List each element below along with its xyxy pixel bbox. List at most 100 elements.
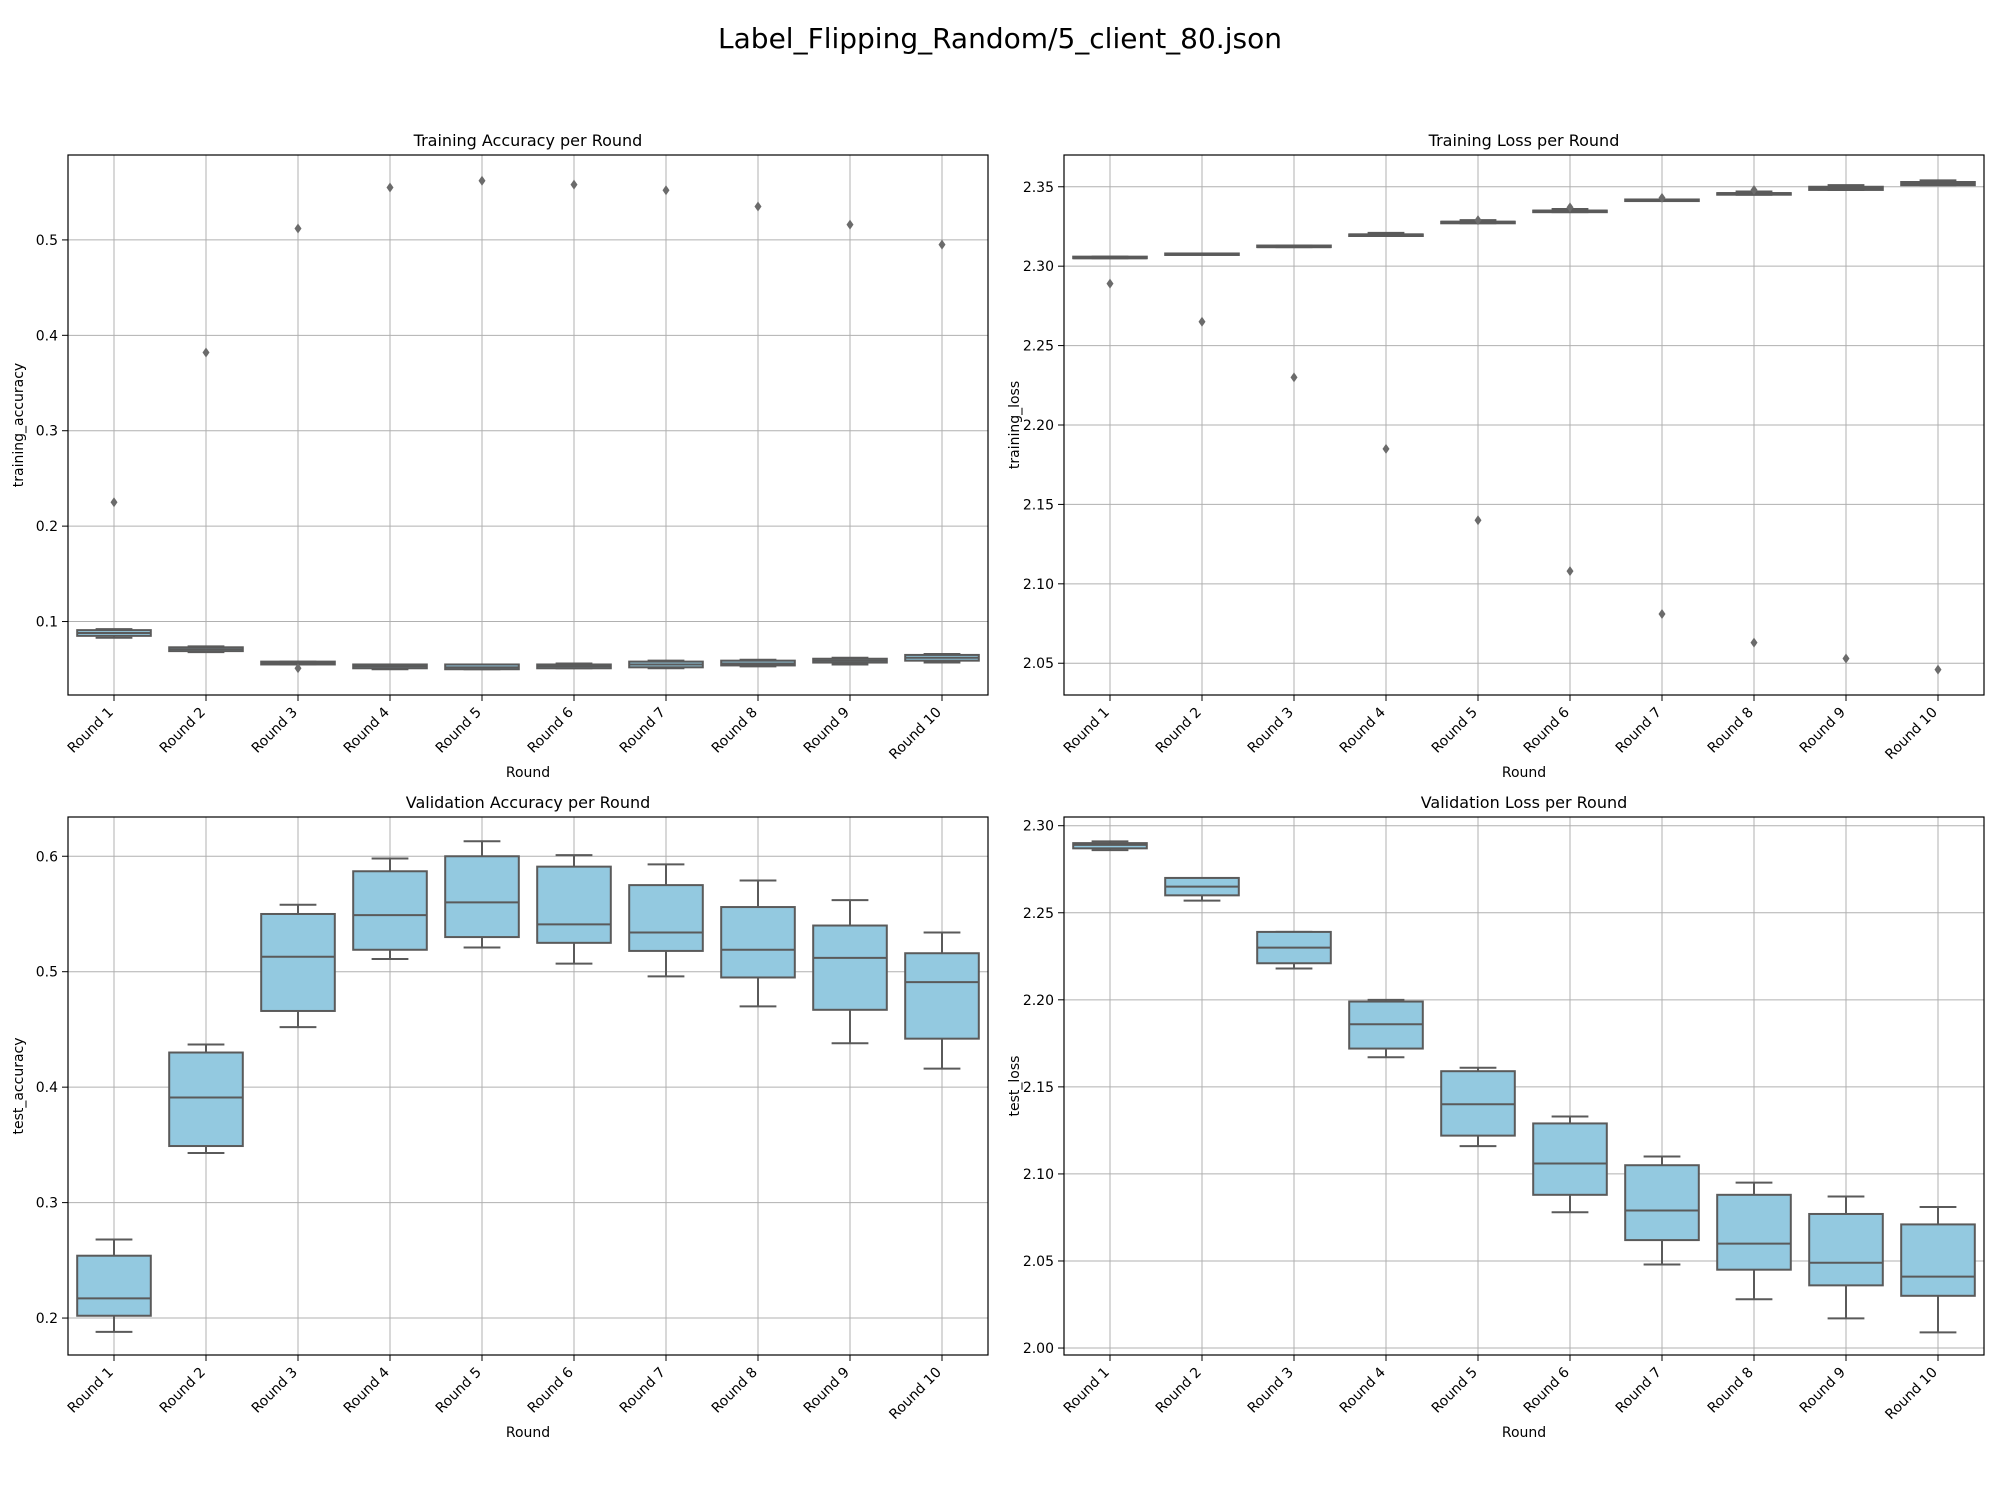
x-tick-label: Round 2 — [1153, 1365, 1205, 1417]
y-axis-label: training_loss — [1007, 381, 1023, 469]
x-tick-label: Round 8 — [709, 1365, 761, 1417]
outlier-marker — [1474, 515, 1482, 526]
x-tick-label: Round 1 — [1061, 1365, 1113, 1417]
box-2 — [1164, 876, 1240, 902]
box-1 — [76, 1238, 152, 1333]
box-1 — [1072, 840, 1148, 852]
x-tick-label: Round 1 — [1061, 705, 1113, 757]
box-iqr — [904, 952, 980, 1040]
x-tick-label: Round 6 — [525, 1364, 577, 1416]
box-6 — [536, 179, 612, 670]
x-tick-label: Round 10 — [1882, 705, 1940, 763]
y-tick-label: 0.5 — [36, 965, 58, 981]
x-tick-label: Round 3 — [249, 705, 301, 757]
box-iqr — [260, 912, 336, 1012]
outlier-marker — [846, 219, 854, 230]
outlier-marker — [1566, 566, 1574, 577]
box-iqr — [720, 906, 796, 979]
x-tick-label: Round 6 — [1521, 704, 1573, 756]
outlier-marker — [478, 175, 486, 186]
outlier-marker — [1198, 316, 1206, 327]
box-3 — [260, 223, 336, 674]
box-8 — [1716, 1181, 1792, 1301]
box-3 — [1256, 244, 1332, 383]
box-9 — [812, 899, 888, 1045]
x-tick-label: Round 7 — [617, 705, 669, 757]
box-5 — [444, 175, 520, 671]
x-tick-label: Round 4 — [341, 1364, 393, 1416]
outlier-marker — [294, 223, 302, 234]
box-2 — [1164, 252, 1240, 327]
x-tick-label: Round 3 — [249, 1365, 301, 1417]
box-4 — [1348, 231, 1424, 454]
outlier-marker — [1106, 278, 1114, 289]
y-axis-label: test_loss — [1007, 1056, 1023, 1117]
box-7 — [1624, 192, 1700, 619]
box-iqr — [1900, 1223, 1976, 1297]
outlier-marker — [202, 347, 210, 358]
box-1 — [1072, 255, 1148, 289]
y-tick-label: 0.4 — [36, 328, 58, 344]
y-tick-label: 0.3 — [36, 1196, 58, 1212]
y-tick-label: 0.6 — [36, 849, 58, 865]
x-tick-label: Round 4 — [341, 704, 393, 756]
box-iqr — [76, 1254, 152, 1317]
outlier-marker — [1382, 443, 1390, 454]
axes-frame — [1063, 816, 1985, 1356]
box-8 — [720, 879, 796, 1008]
outlier-marker — [294, 663, 302, 674]
box-9 — [1808, 184, 1884, 664]
subplot-title: Training Accuracy per Round — [413, 131, 643, 150]
y-tick-label: 2.10 — [1023, 1167, 1054, 1183]
outlier-marker — [386, 182, 394, 193]
y-tick-label: 0.2 — [36, 1311, 58, 1327]
box-4 — [352, 182, 428, 671]
box-3 — [260, 903, 336, 1029]
box-5 — [1440, 215, 1516, 526]
y-tick-label: 2.25 — [1023, 906, 1054, 922]
box-8 — [720, 201, 796, 668]
box-2 — [168, 1043, 244, 1154]
box-10 — [904, 931, 980, 1070]
outlier-marker — [754, 201, 762, 212]
y-tick-label: 0.4 — [36, 1080, 58, 1096]
x-axis-label: Round — [1502, 1425, 1546, 1441]
x-tick-label: Round 6 — [525, 704, 577, 756]
axes-frame — [1063, 154, 1985, 696]
x-axis-label: Round — [506, 1425, 550, 1441]
x-tick-label: Round 10 — [886, 705, 944, 763]
outlier-marker — [1750, 637, 1758, 648]
y-tick-label: 2.20 — [1023, 418, 1054, 434]
box-7 — [628, 863, 704, 978]
x-tick-label: Round 3 — [1245, 1365, 1297, 1417]
outlier-marker — [1658, 192, 1666, 203]
x-axis-label: Round — [506, 765, 550, 781]
subplot-4: 2.00 2.05 2.10 2.15 2.20 2.25 2.30 Round 1 Round… — [1007, 793, 1985, 1441]
x-tick-label: Round 9 — [1797, 1365, 1849, 1417]
y-tick-label: 0.1 — [36, 615, 58, 631]
x-tick-label: Round 2 — [157, 1365, 209, 1417]
outlier-marker — [938, 239, 946, 250]
y-tick-label: 0.5 — [36, 233, 58, 249]
outlier-marker — [1566, 202, 1574, 213]
box-iqr — [1808, 1212, 1884, 1287]
outlier-marker — [1842, 653, 1850, 664]
y-tick-label: 2.15 — [1023, 497, 1054, 513]
box-10 — [1900, 179, 1976, 675]
box-iqr — [352, 870, 428, 951]
subplot-1: 0.1 0.2 0.3 0.4 0.5 Round 1 Round 2 Round 3 Roun… — [11, 131, 989, 781]
x-tick-label: Round 1 — [65, 1365, 117, 1417]
box-4 — [352, 857, 428, 961]
x-tick-label: Round 1 — [65, 705, 117, 757]
x-axis-label: Round — [1502, 765, 1546, 781]
x-tick-label: Round 3 — [1245, 705, 1297, 757]
box-10 — [904, 239, 980, 664]
subplot-title: Validation Accuracy per Round — [406, 793, 651, 812]
box-iqr — [628, 884, 704, 952]
box-5 — [444, 840, 520, 949]
x-tick-label: Round 10 — [1882, 1365, 1940, 1423]
box-iqr — [444, 855, 520, 939]
outlier-marker — [110, 497, 118, 508]
y-tick-label: 2.05 — [1023, 1254, 1054, 1270]
